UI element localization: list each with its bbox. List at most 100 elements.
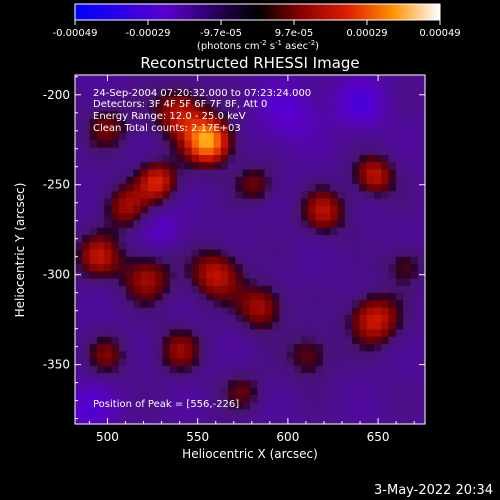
- heatmap-cell: [417, 373, 426, 381]
- heatmap-cell: [322, 198, 331, 207]
- heatmap-cell: [250, 147, 258, 156]
- heatmap-cell: [184, 220, 193, 229]
- heatmap-cell: [147, 133, 156, 142]
- heatmap-cell: [147, 176, 156, 185]
- heatmap-cell: [264, 409, 273, 418]
- heatmap-cell: [111, 336, 120, 345]
- heatmap-cell: [228, 409, 237, 418]
- heatmap-cell: [220, 118, 229, 127]
- heatmap-cell: [147, 344, 156, 352]
- heatmap-cell: [388, 387, 397, 396]
- heatmap-cell: [191, 75, 200, 83]
- heatmap-cell: [220, 234, 229, 243]
- heatmap-cell: [257, 344, 266, 352]
- heatmap-cell: [184, 278, 193, 287]
- heatmap-cell: [293, 365, 302, 374]
- heatmap-cell: [257, 125, 266, 134]
- heatmap-cell: [381, 133, 390, 142]
- heatmap-cell: [373, 373, 382, 381]
- heatmap-cell: [366, 220, 375, 229]
- heatmap-cell: [417, 278, 426, 287]
- annotation-detectors: Detectors: 3F 4F 5F 6F 7F 8F, Att 0: [93, 99, 267, 110]
- heatmap-cell: [206, 344, 215, 352]
- heatmap-cell: [75, 205, 83, 214]
- heatmap-cell: [293, 256, 302, 265]
- heatmap-cell: [410, 293, 419, 301]
- heatmap-cell: [264, 314, 273, 323]
- heatmap-cell: [126, 300, 134, 309]
- heatmap-cell: [111, 227, 120, 236]
- heatmap-cell: [271, 75, 280, 83]
- heatmap-cell: [322, 82, 331, 91]
- heatmap-cell: [155, 285, 164, 294]
- heatmap-cell: [293, 125, 302, 134]
- heatmap-cell: [191, 322, 200, 331]
- heatmap-cell: [410, 133, 419, 142]
- heatmap-cell: [366, 256, 375, 265]
- heatmap-cell: [271, 242, 280, 251]
- heatmap-cell: [330, 169, 339, 178]
- heatmap-cell: [395, 249, 404, 258]
- heatmap-cell: [301, 89, 309, 98]
- heatmap-cell: [82, 89, 91, 98]
- heatmap-cell: [184, 373, 193, 381]
- heatmap-cell: [381, 329, 390, 338]
- heatmap-cell: [352, 133, 360, 142]
- heatmap-cell: [147, 314, 156, 323]
- heatmap-cell: [315, 133, 324, 142]
- heatmap-cell: [213, 322, 222, 331]
- heatmap-cell: [359, 380, 368, 389]
- heatmap-cell: [111, 147, 120, 156]
- heatmap-cell: [417, 154, 426, 163]
- heatmap-cell: [279, 82, 288, 91]
- heatmap-cell: [104, 249, 113, 258]
- colorbar-tick-label: 9.7e-05: [275, 28, 313, 39]
- heatmap-cell: [155, 234, 164, 243]
- heatmap-cell: [381, 169, 390, 178]
- heatmap-cell: [264, 118, 273, 127]
- heatmap-cell: [198, 227, 207, 236]
- heatmap-cell: [133, 169, 142, 178]
- heatmap-cell: [366, 329, 375, 338]
- heatmap-cell: [213, 227, 222, 236]
- heatmap-cell: [126, 169, 134, 178]
- heatmap-cell: [235, 147, 244, 156]
- heatmap-cell: [286, 387, 295, 396]
- heatmap-cell: [162, 329, 171, 338]
- heatmap-cell: [373, 104, 382, 112]
- colorbar-tick-label: -0.00029: [126, 28, 171, 39]
- heatmap-cell: [118, 169, 127, 178]
- heatmap-cell: [184, 416, 193, 425]
- heatmap-cell: [271, 351, 280, 360]
- heatmap-cell: [279, 205, 288, 214]
- heatmap-cell: [264, 285, 273, 294]
- heatmap-cell: [198, 220, 207, 229]
- heatmap-cell: [381, 336, 390, 345]
- heatmap-cell: [403, 249, 412, 258]
- heatmap-cell: [191, 154, 200, 163]
- heatmap-cell: [257, 380, 266, 389]
- heatmap-cell: [301, 329, 309, 338]
- heatmap-cell: [96, 344, 105, 352]
- heatmap-cell: [359, 256, 368, 265]
- heatmap-cell: [155, 351, 164, 360]
- heatmap-cell: [410, 82, 419, 91]
- heatmap-cell: [388, 351, 397, 360]
- heatmap-cell: [264, 205, 273, 214]
- heatmap-cell: [169, 111, 178, 120]
- heatmap-cell: [104, 380, 113, 389]
- heatmap-cell: [257, 358, 266, 367]
- heatmap-cell: [403, 75, 412, 83]
- heatmap-cell: [191, 234, 200, 243]
- heatmap-cell: [89, 191, 98, 200]
- heatmap-cell: [169, 264, 178, 272]
- heatmap-cell: [337, 169, 346, 178]
- heatmap-cell: [279, 358, 288, 367]
- heatmap-cell: [220, 104, 229, 112]
- heatmap-cell: [293, 249, 302, 258]
- heatmap-cell: [75, 184, 83, 192]
- heatmap-cell: [82, 104, 91, 112]
- heatmap-cell: [118, 162, 127, 171]
- heatmap-cell: [147, 322, 156, 331]
- heatmap-cell: [264, 234, 273, 243]
